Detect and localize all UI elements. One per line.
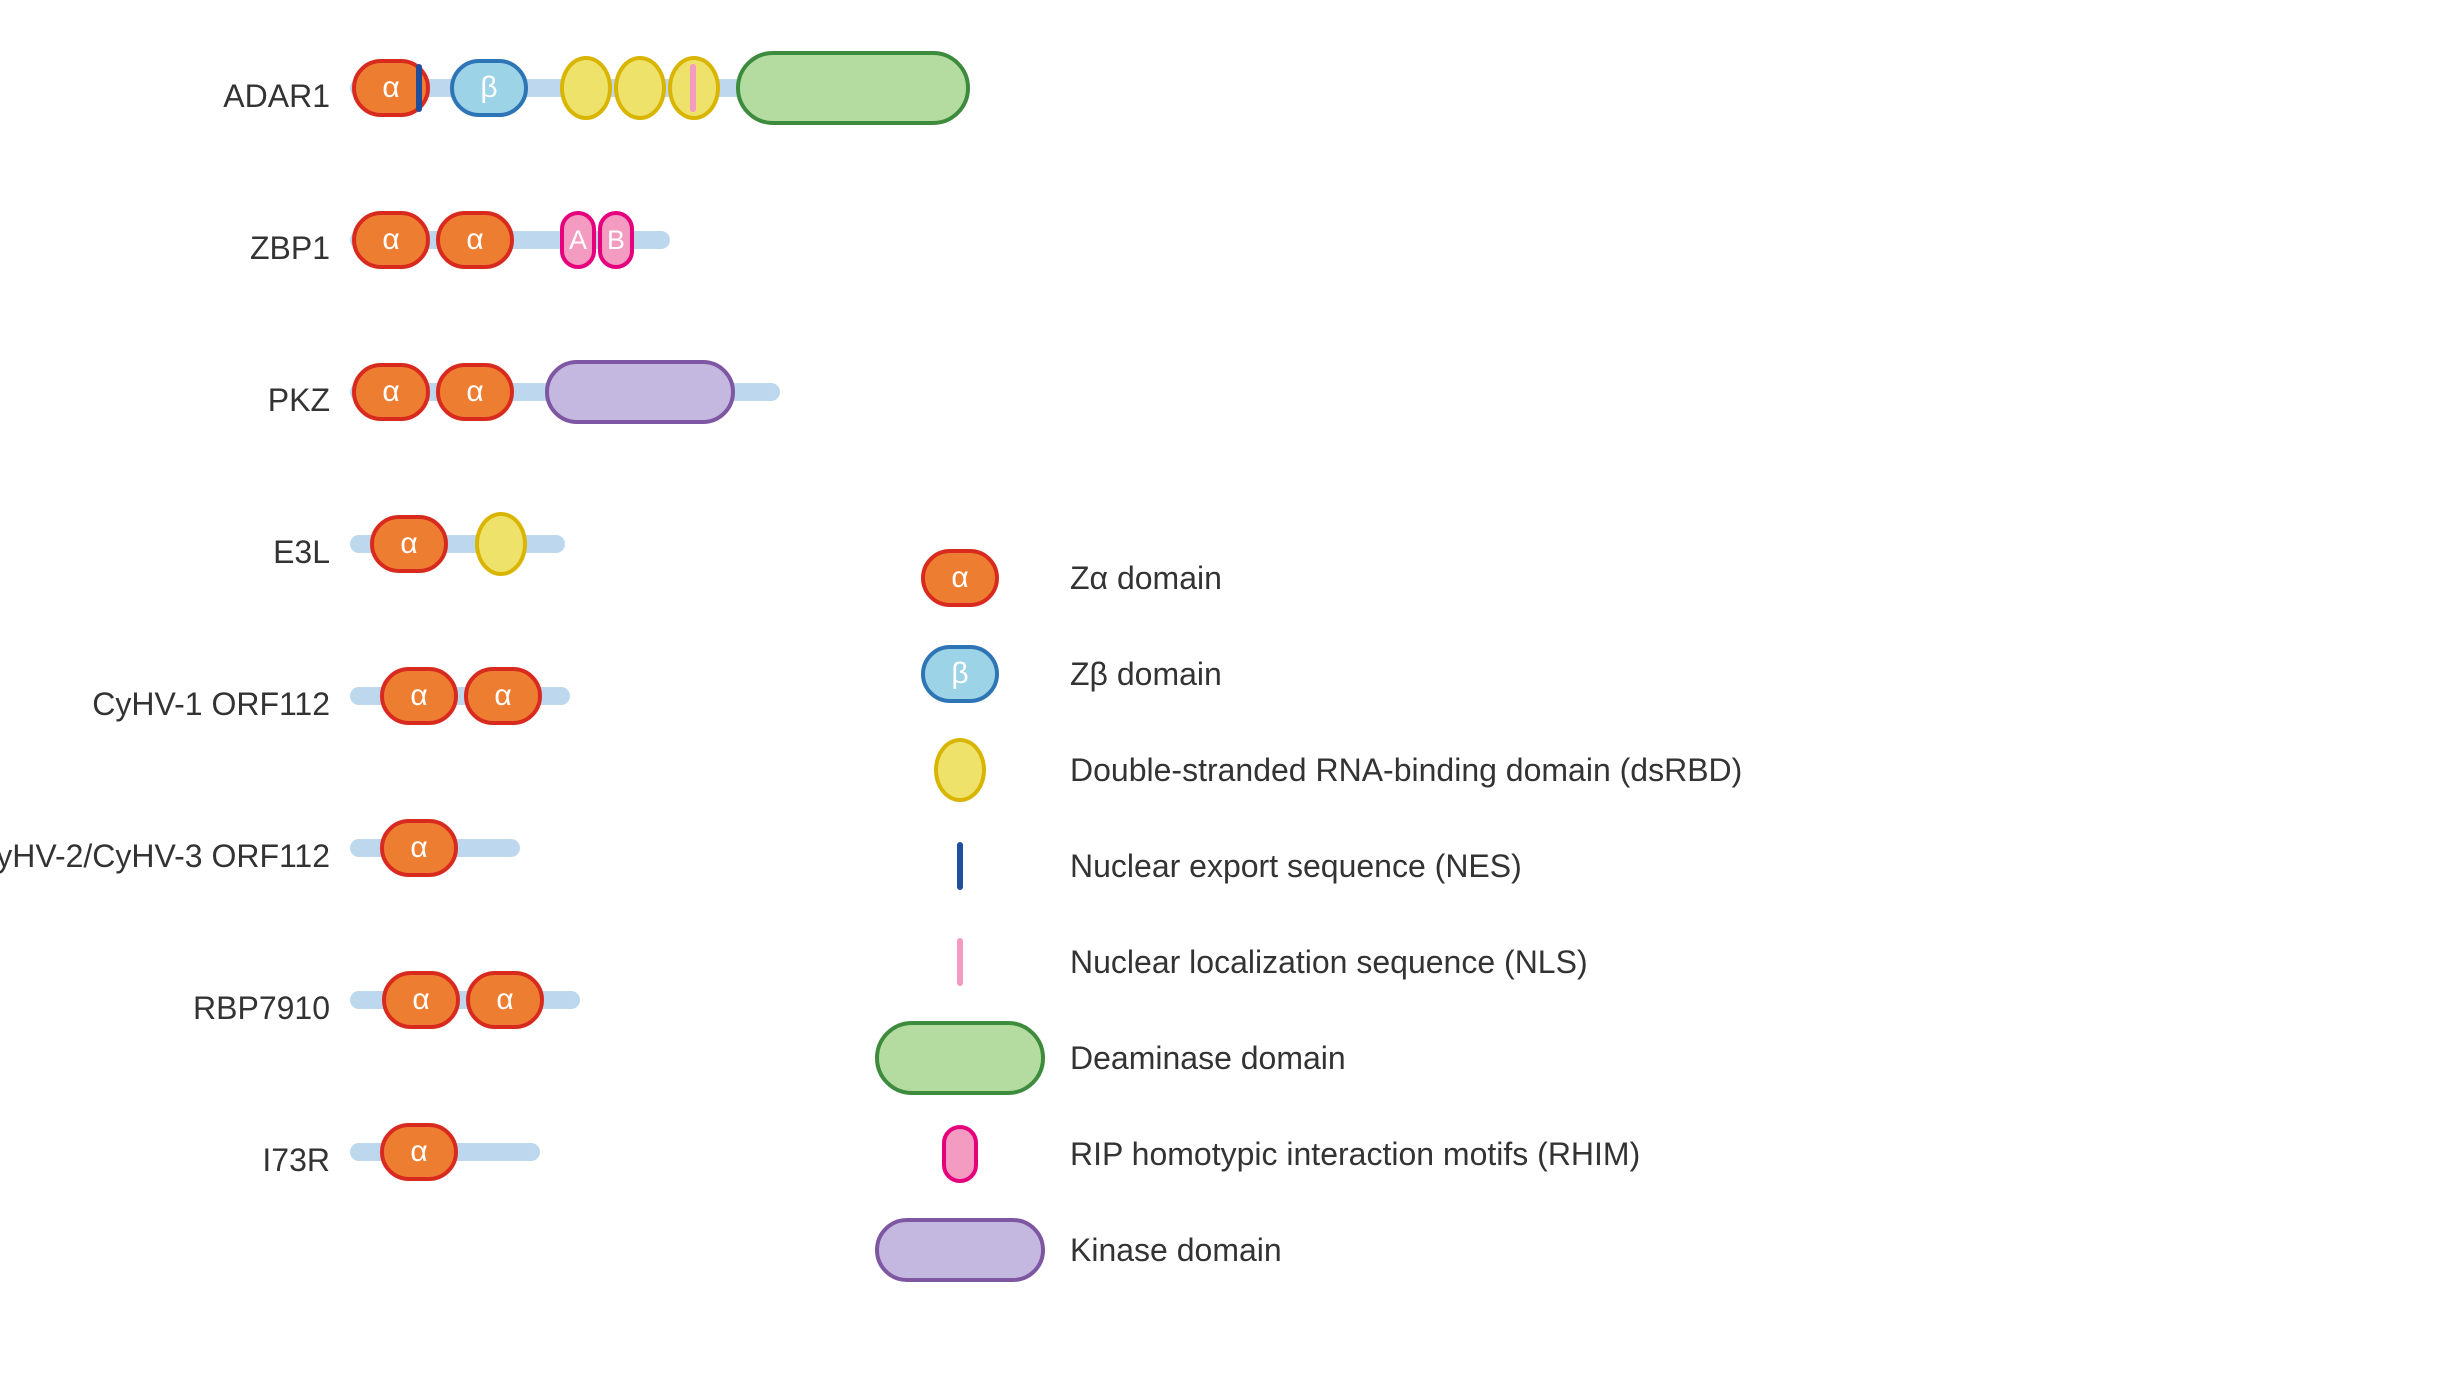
za-domain: α <box>921 549 999 607</box>
protein-label: I73R <box>262 1142 330 1179</box>
legend-label: Nuclear export sequence (NES) <box>1070 848 1522 885</box>
za-domain: α <box>436 363 514 421</box>
legend-item: Deaminase domain <box>860 1010 1346 1106</box>
za-domain: α <box>436 211 514 269</box>
nls-marker <box>957 938 963 986</box>
legend-icon: β <box>860 644 1060 704</box>
legend-icon <box>860 740 1060 800</box>
protein-label: CyHV-2/CyHV-3 ORF112 <box>0 838 330 875</box>
protein-domain-diagram: ADAR1αβZBP1ααABPKZααE3LαCyHV-1 ORF112ααC… <box>40 40 2458 1347</box>
zb-domain: β <box>921 645 999 703</box>
legend-label: Nuclear localization sequence (NLS) <box>1070 944 1588 981</box>
deaminase-domain <box>736 51 970 125</box>
kinase-domain <box>545 360 735 424</box>
legend-item: β Zβ domain <box>860 626 1222 722</box>
legend-label: Deaminase domain <box>1070 1040 1346 1077</box>
deaminase-domain <box>875 1021 1045 1095</box>
legend-item: α Zα domain <box>860 530 1222 626</box>
zb-domain: β <box>450 59 528 117</box>
protein-label: PKZ <box>268 382 330 419</box>
legend-item: Nuclear export sequence (NES) <box>860 818 1522 914</box>
dsrbd-domain <box>934 738 986 802</box>
legend-icon <box>860 1028 1060 1088</box>
kinase-domain <box>875 1218 1045 1282</box>
za-domain: α <box>380 1123 458 1181</box>
legend-item: Nuclear localization sequence (NLS) <box>860 914 1588 1010</box>
nes-marker <box>957 842 963 890</box>
dsrbd-domain <box>560 56 612 120</box>
dsrbd-domain <box>475 512 527 576</box>
protein-label: ADAR1 <box>223 78 330 115</box>
za-domain: α <box>382 971 460 1029</box>
protein-label: RBP7910 <box>193 990 330 1027</box>
legend-label: Kinase domain <box>1070 1232 1282 1269</box>
protein-label: CyHV-1 ORF112 <box>92 686 330 723</box>
legend-label: Zα domain <box>1070 560 1222 597</box>
legend-label: Double-stranded RNA-binding domain (dsRB… <box>1070 752 1742 789</box>
rhim-domain <box>942 1125 978 1183</box>
legend-label: Zβ domain <box>1070 656 1222 693</box>
za-domain: α <box>380 667 458 725</box>
legend-label: RIP homotypic interaction motifs (RHIM) <box>1070 1136 1640 1173</box>
za-domain: α <box>466 971 544 1029</box>
legend-icon <box>860 932 1060 992</box>
za-domain: α <box>464 667 542 725</box>
legend-item: Double-stranded RNA-binding domain (dsRB… <box>860 722 1742 818</box>
rhim-domain: B <box>598 211 634 269</box>
nls-marker <box>690 64 696 112</box>
protein-label: ZBP1 <box>250 230 330 267</box>
legend-item: Kinase domain <box>860 1202 1282 1298</box>
rhim-domain: A <box>560 211 596 269</box>
legend-icon <box>860 836 1060 896</box>
dsrbd-domain <box>614 56 666 120</box>
za-domain: α <box>352 211 430 269</box>
za-domain: α <box>352 363 430 421</box>
nes-marker <box>416 64 422 112</box>
legend-item: RIP homotypic interaction motifs (RHIM) <box>860 1106 1640 1202</box>
legend-icon <box>860 1124 1060 1184</box>
za-domain: α <box>370 515 448 573</box>
protein-label: E3L <box>273 534 330 571</box>
legend-icon: α <box>860 548 1060 608</box>
za-domain: α <box>380 819 458 877</box>
legend-icon <box>860 1220 1060 1280</box>
